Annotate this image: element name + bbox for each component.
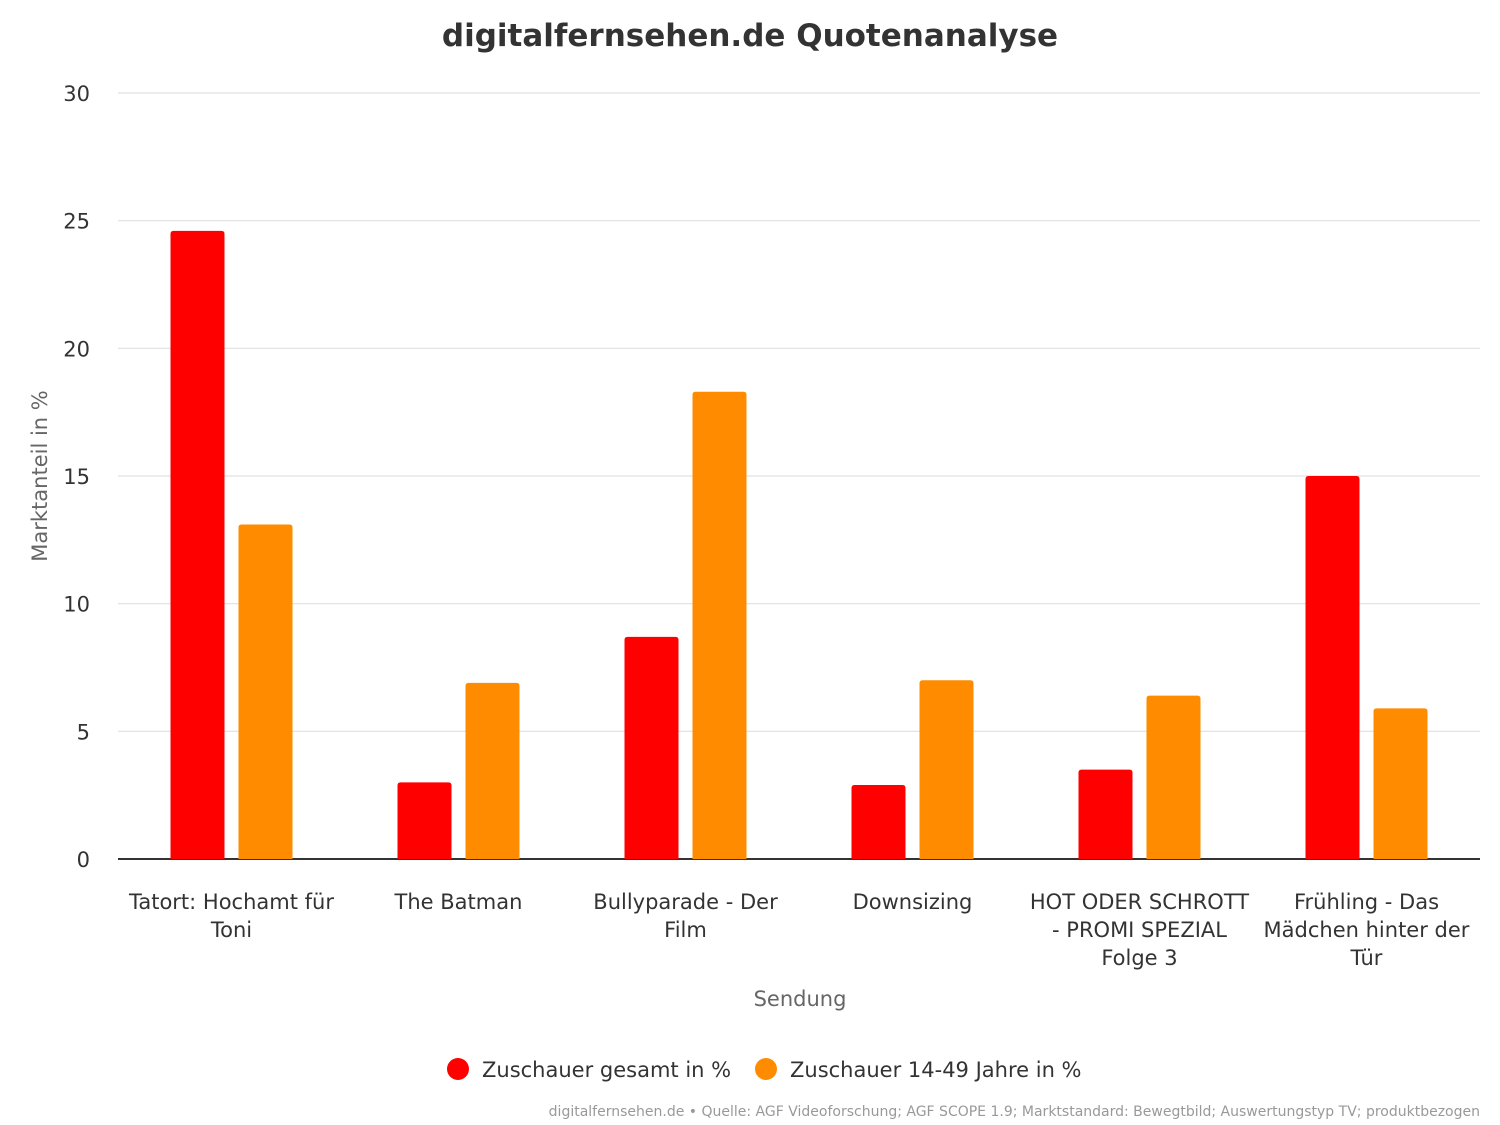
x-tick-label-line: Tür	[1350, 946, 1383, 970]
x-tick-labels: Tatort: Hochamt für Toni The Batman Bullypa…	[128, 890, 1470, 970]
x-tick-label-line: Film	[664, 918, 707, 942]
bar-14-49-5[interactable]	[1373, 708, 1428, 859]
source-note: digitalfernsehen.de • Quelle: AGF Videof…	[549, 1104, 1480, 1120]
y-tick-label: 0	[77, 848, 90, 872]
y-tick-label: 20	[63, 337, 90, 361]
bar-gesamt-2[interactable]	[624, 636, 679, 859]
bars	[170, 230, 1428, 859]
x-tick-label: Tatort: Hochamt für Toni	[128, 890, 334, 942]
x-tick-label: Frühling - Das Mädchen hinter der Tür	[1264, 890, 1470, 970]
x-tick-label-line: Frühling - Das	[1294, 890, 1439, 914]
legend-marker[interactable]	[447, 1058, 469, 1080]
bar-gesamt-5[interactable]	[1305, 476, 1360, 859]
x-tick-label-line: Mädchen hinter der	[1264, 918, 1470, 942]
y-tick-label: 15	[63, 465, 90, 489]
x-axis-label: Sendung	[754, 987, 847, 1011]
legend-label[interactable]: Zuschauer 14-49 Jahre in %	[790, 1058, 1082, 1082]
y-tick-label: 30	[63, 82, 90, 106]
x-tick-label-line: Folge 3	[1101, 946, 1177, 970]
x-tick-label: The Batman	[394, 890, 523, 914]
x-tick-label-line: Tatort: Hochamt für	[128, 890, 334, 914]
grid-lines	[118, 92, 1480, 860]
bar-14-49-0[interactable]	[238, 524, 293, 859]
legend-label[interactable]: Zuschauer gesamt in %	[482, 1058, 731, 1082]
bar-gesamt-4[interactable]	[1078, 769, 1133, 859]
bar-14-49-3[interactable]	[919, 680, 974, 859]
x-tick-label-line: Bullyparade - Der	[593, 890, 778, 914]
y-tick-labels: 0 5 10 15 20 25 30	[63, 82, 90, 872]
chart-title: digitalfernsehen.de Quotenanalyse	[442, 18, 1058, 54]
x-tick-label-line: Toni	[210, 918, 252, 942]
y-tick-label: 10	[63, 593, 90, 617]
bar-gesamt-1[interactable]	[397, 782, 452, 859]
x-tick-label: Bullyparade - Der Film	[593, 890, 778, 942]
bar-14-49-2[interactable]	[692, 391, 747, 859]
y-tick-label: 5	[77, 720, 90, 744]
bar-gesamt-3[interactable]	[851, 784, 906, 859]
x-tick-label: Downsizing	[853, 890, 973, 914]
y-axis-label: Marktanteil in %	[28, 390, 52, 561]
x-tick-label-line: - PROMI SPEZIAL	[1052, 918, 1227, 942]
x-tick-label-line: HOT ODER SCHROTT	[1030, 890, 1249, 914]
legend-marker[interactable]	[755, 1058, 777, 1080]
x-tick-label-line: The Batman	[394, 890, 523, 914]
bar-14-49-1[interactable]	[465, 682, 520, 859]
bar-gesamt-0[interactable]	[170, 230, 225, 859]
x-tick-label-line: Downsizing	[853, 890, 973, 914]
y-tick-label: 25	[63, 210, 90, 234]
bar-14-49-4[interactable]	[1146, 695, 1201, 859]
legend: Zuschauer gesamt in % Zuschauer 14-49 Jah…	[447, 1058, 1082, 1082]
x-tick-label: HOT ODER SCHROTT - PROMI SPEZIAL Folge 3	[1030, 890, 1249, 970]
